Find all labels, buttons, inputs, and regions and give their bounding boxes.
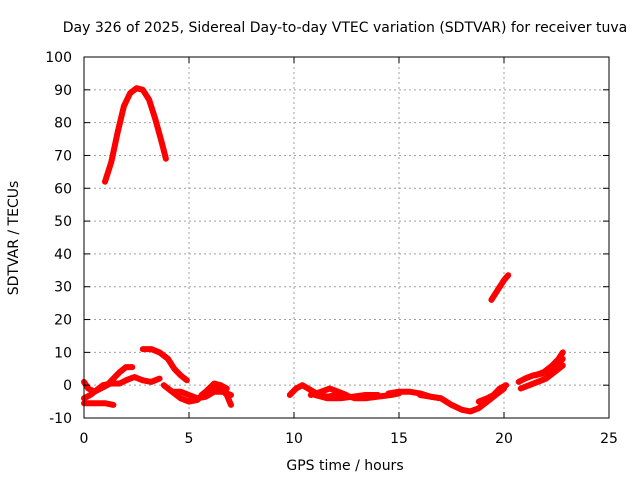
series-line-arc-g bbox=[198, 382, 234, 408]
ticks: 0 5 10 15 20 25 -10 0 10 20 30 40 50 60 70 80 90 100 bbox=[45, 50, 618, 447]
y-tick-label: 80 bbox=[54, 116, 72, 132]
series-line-arc-d bbox=[139, 346, 190, 384]
y-tick-label: 90 bbox=[54, 83, 72, 99]
series-line-arc-q bbox=[532, 349, 566, 379]
y-axis-label: SDTVAR / TECUs bbox=[6, 181, 22, 296]
y-tick-label: -10 bbox=[49, 411, 72, 427]
y-tick-label: 70 bbox=[54, 148, 72, 164]
chart-title: Day 326 of 2025, Sidereal Day-to-day VTE… bbox=[63, 20, 627, 36]
y-tick-label: 0 bbox=[63, 378, 72, 394]
y-tick-label: 40 bbox=[54, 247, 72, 263]
series-line-arc-c bbox=[81, 400, 117, 408]
y-tick-label: 100 bbox=[45, 50, 72, 66]
y-tick-label: 30 bbox=[54, 280, 72, 296]
series-line-arc-n bbox=[475, 382, 510, 405]
y-tick-label: 50 bbox=[54, 214, 72, 230]
series-line-arc-high bbox=[102, 85, 169, 185]
x-tick-label: 25 bbox=[600, 431, 618, 447]
grid bbox=[84, 57, 609, 418]
x-tick-label: 5 bbox=[185, 431, 194, 447]
plot-frame bbox=[83, 56, 610, 419]
x-axis-label: GPS time / hours bbox=[286, 458, 403, 474]
series-line-arc-b bbox=[81, 374, 163, 402]
series-layer bbox=[81, 85, 566, 415]
x-tick-label: 15 bbox=[390, 431, 408, 447]
x-tick-label: 20 bbox=[495, 431, 513, 447]
y-tick-label: 60 bbox=[54, 181, 72, 197]
series-line-arc-p bbox=[517, 362, 566, 392]
series-line-arc-19h bbox=[488, 272, 512, 303]
y-tick-label: 10 bbox=[54, 345, 72, 361]
x-tick-label: 0 bbox=[80, 431, 89, 447]
y-tick-label: 20 bbox=[54, 313, 72, 329]
x-tick-label: 10 bbox=[285, 431, 303, 447]
series-line-arc-m bbox=[417, 385, 507, 415]
